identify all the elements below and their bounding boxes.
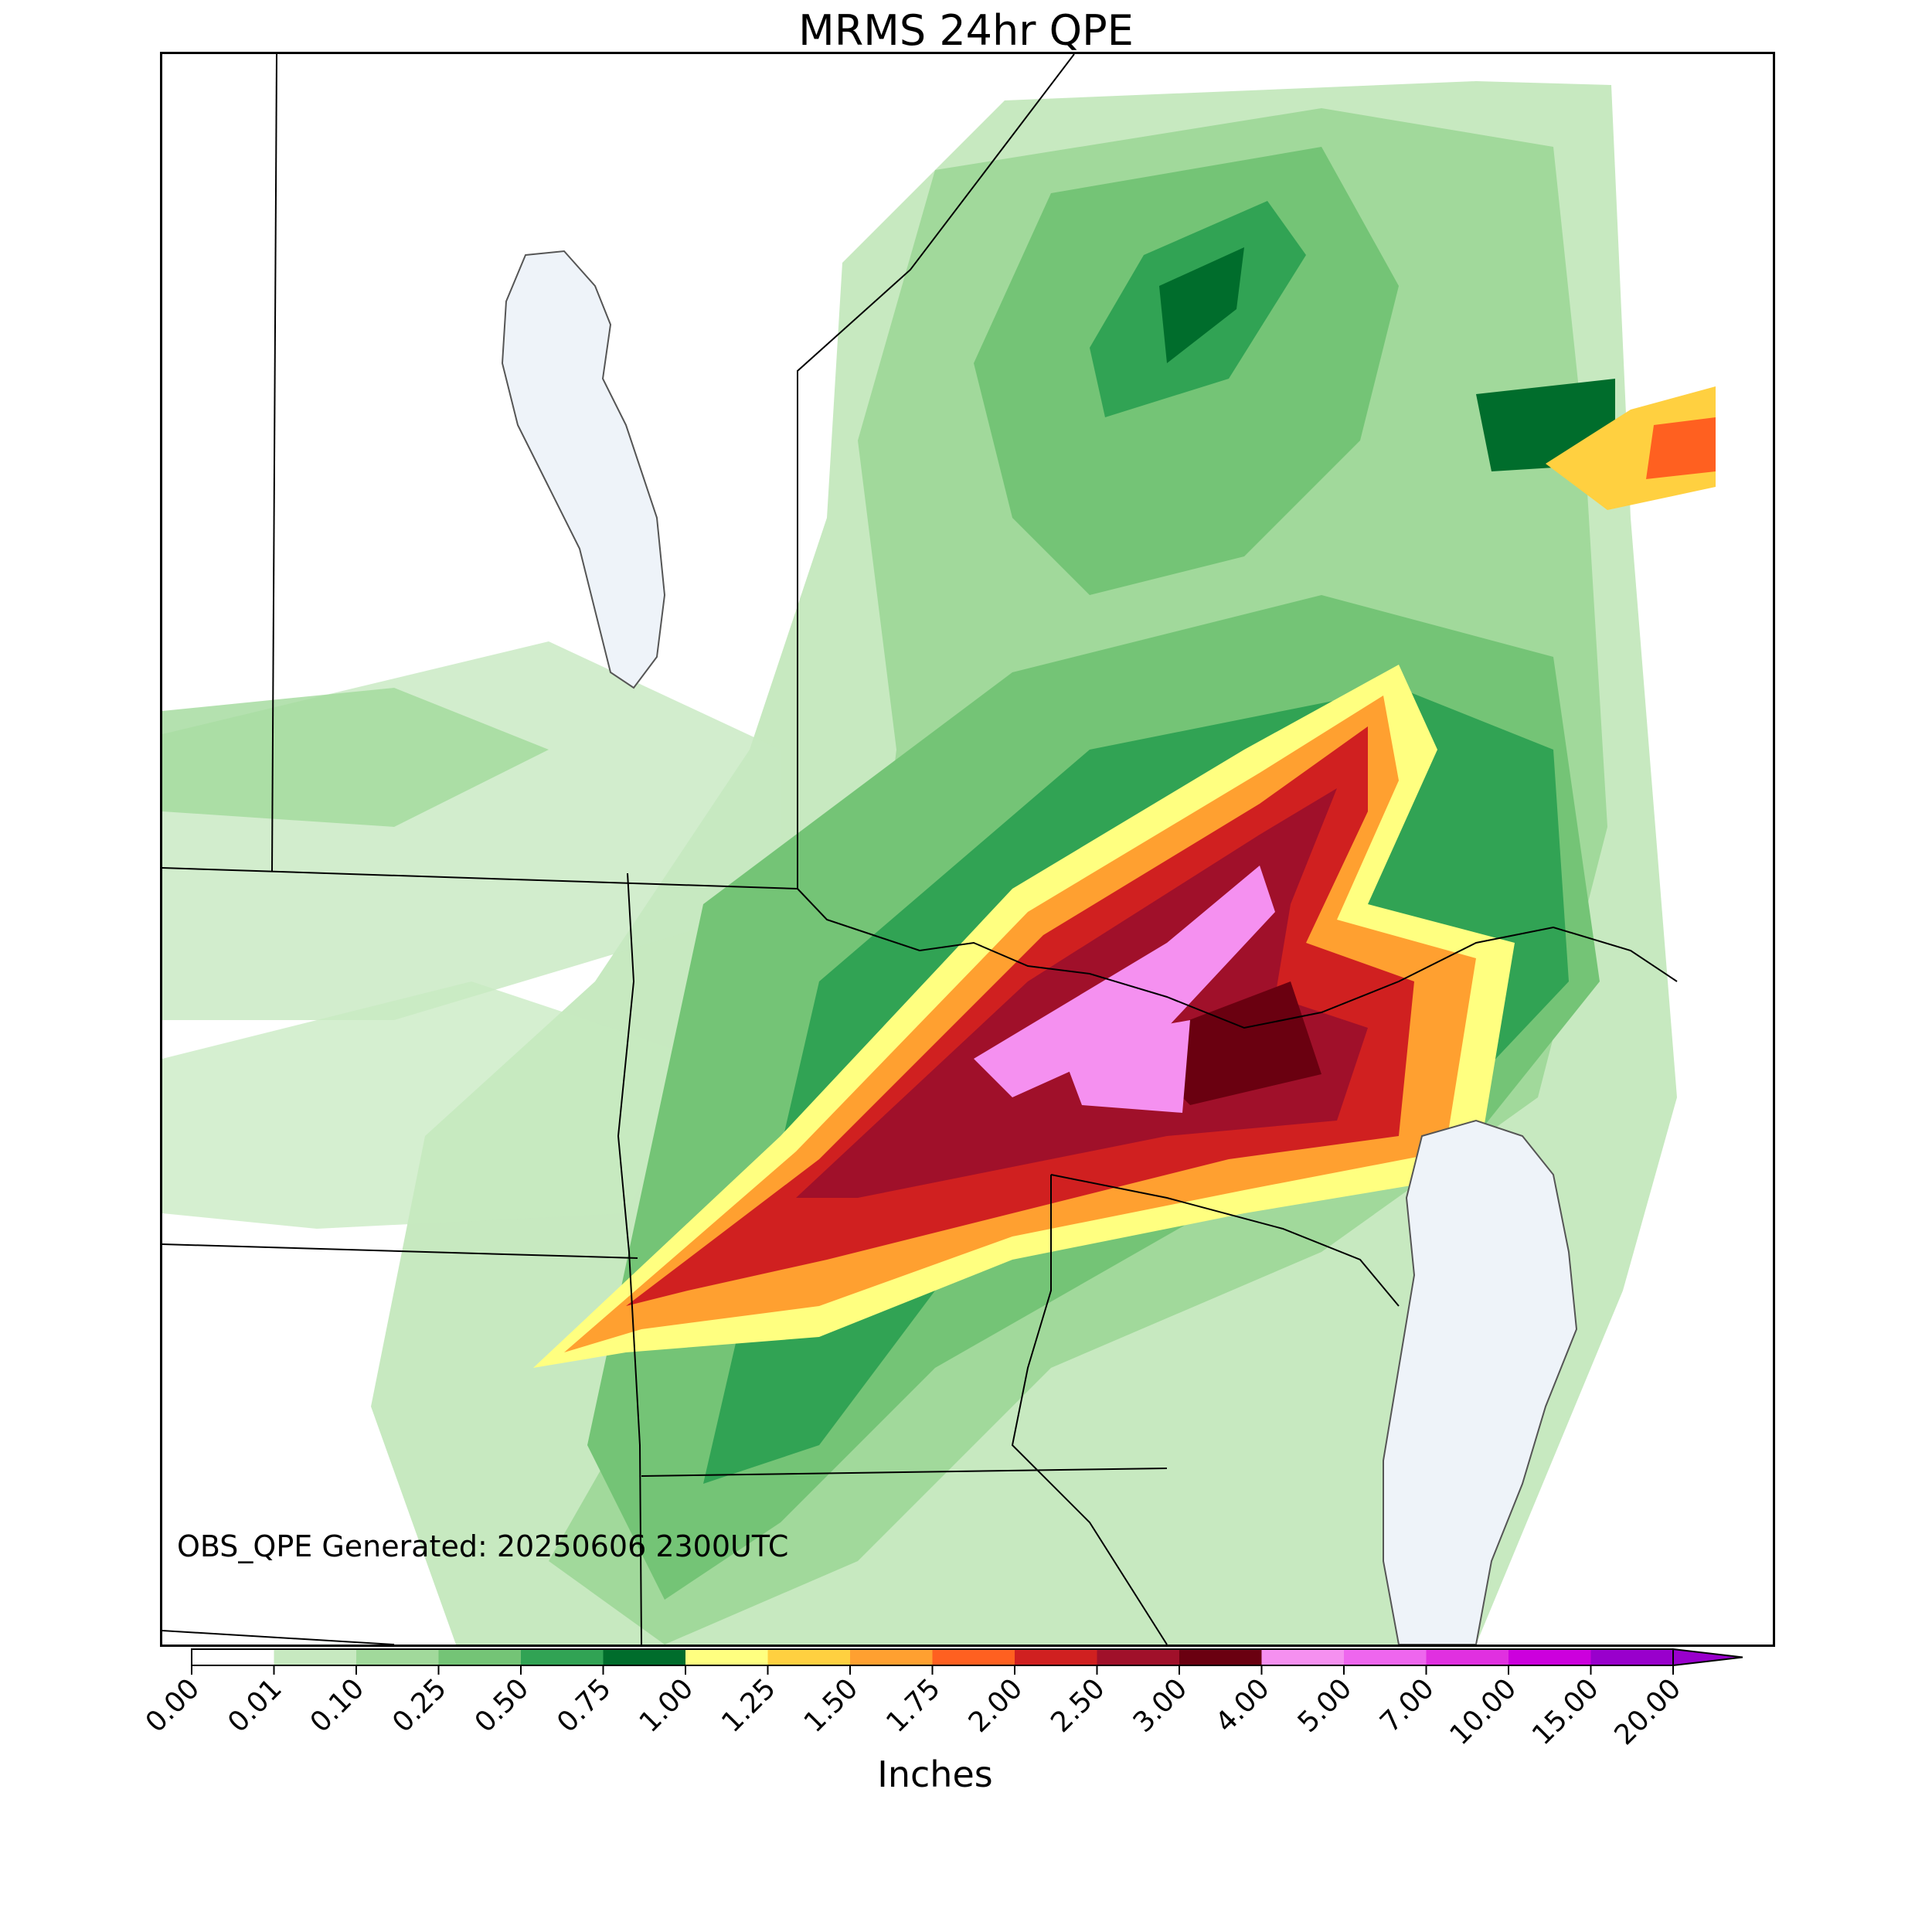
- colorbar-units-label: Inches: [877, 1753, 993, 1795]
- colorbar-tick-label: 3.00: [1128, 1672, 1194, 1739]
- colorbar-tick-label: 0.00: [140, 1672, 206, 1739]
- colorbar-segment: [850, 1649, 933, 1665]
- generated-timestamp: OBS_QPE Generated: 20250606 2300UTC: [177, 1529, 789, 1563]
- state-border-sd-ne: [162, 1630, 395, 1645]
- colorbar-tick-label: 1.75: [880, 1672, 947, 1739]
- state-border-nd-sd: [162, 1243, 638, 1259]
- colorbar-segment: [438, 1649, 522, 1665]
- colorbar-tick-label: 0.01: [222, 1672, 288, 1739]
- colorbar-segment: [356, 1649, 439, 1665]
- state-border-wi-mi: [1050, 1174, 1400, 1307]
- colorbar-segment: [685, 1649, 768, 1665]
- map-panel[interactable]: [160, 52, 1775, 1647]
- colorbar-tick-label: 1.00: [634, 1672, 700, 1739]
- political-boundaries: [162, 54, 1678, 1645]
- colorbar-tick-label: 1.25: [716, 1672, 782, 1739]
- colorbar-tick-label: 15.00: [1526, 1672, 1605, 1751]
- colorbar-tick-label: 2.50: [1045, 1672, 1111, 1739]
- colorbar-segment: [1426, 1649, 1509, 1665]
- map-title: MRMS 24hr QPE: [798, 6, 1134, 55]
- colorbar-segment: [767, 1649, 851, 1665]
- colorbar-tick-label: 0.25: [386, 1672, 453, 1739]
- colorbar-segment: [1179, 1649, 1262, 1665]
- colorbar-segment: [1097, 1649, 1180, 1665]
- colorbar-segments: [191, 1648, 1743, 1667]
- province-border-mb-on: [797, 54, 1075, 889]
- colorbar-segment: [192, 1649, 274, 1665]
- province-border-sk-mb: [271, 54, 277, 872]
- qpe-heavy-core: [533, 386, 1716, 1368]
- border-canada-us-east: [797, 888, 1678, 1029]
- colorbar-extend-arrow: [1672, 1648, 1743, 1667]
- colorbar-segment: [1344, 1649, 1427, 1665]
- colorbar-segment: [1509, 1649, 1591, 1665]
- colorbar-tick-label: 1.50: [798, 1672, 865, 1739]
- colorbar-tick-label: 5.00: [1292, 1672, 1359, 1739]
- colorbar-segment: [1015, 1649, 1097, 1665]
- state-border-mn-ia: [641, 1468, 1168, 1477]
- colorbar-tick-label: 20.00: [1608, 1672, 1687, 1751]
- colorbar-tick-label: 0.75: [551, 1672, 617, 1739]
- water-bodies: [501, 250, 1578, 1645]
- lake-michigan: [1383, 1119, 1578, 1645]
- border-canada-us-west: [162, 867, 798, 889]
- colorbar-segment: [603, 1649, 686, 1665]
- colorbar-segment: [1261, 1649, 1345, 1665]
- colorbar-segment: [274, 1649, 357, 1665]
- precipitation-map: [162, 54, 1716, 1645]
- colorbar-tick-label: 4.00: [1209, 1672, 1276, 1739]
- colorbar-tick-label: 0.50: [469, 1672, 536, 1739]
- colorbar-ticks: 0.00 0.01 0.10 0.25 0.50 0.75 1.00 1.25 1.50 1.75…: [140, 1665, 1687, 1751]
- colorbar-tick-label: 2.00: [963, 1672, 1029, 1739]
- colorbar-outline: [191, 1648, 1673, 1666]
- colorbar-segment: [521, 1649, 604, 1665]
- state-border-nd-mn: [617, 872, 642, 1645]
- colorbar-tick-label: 0.10: [304, 1672, 371, 1739]
- colorbar-tick-label: 10.00: [1444, 1672, 1522, 1751]
- colorbar-segment: [932, 1649, 1015, 1665]
- state-border-mn-wi: [1011, 1175, 1168, 1645]
- colorbar-tick-label: 7.00: [1374, 1672, 1440, 1739]
- colorbar-segment: [1590, 1649, 1674, 1665]
- lake-winnipeg: [501, 250, 666, 689]
